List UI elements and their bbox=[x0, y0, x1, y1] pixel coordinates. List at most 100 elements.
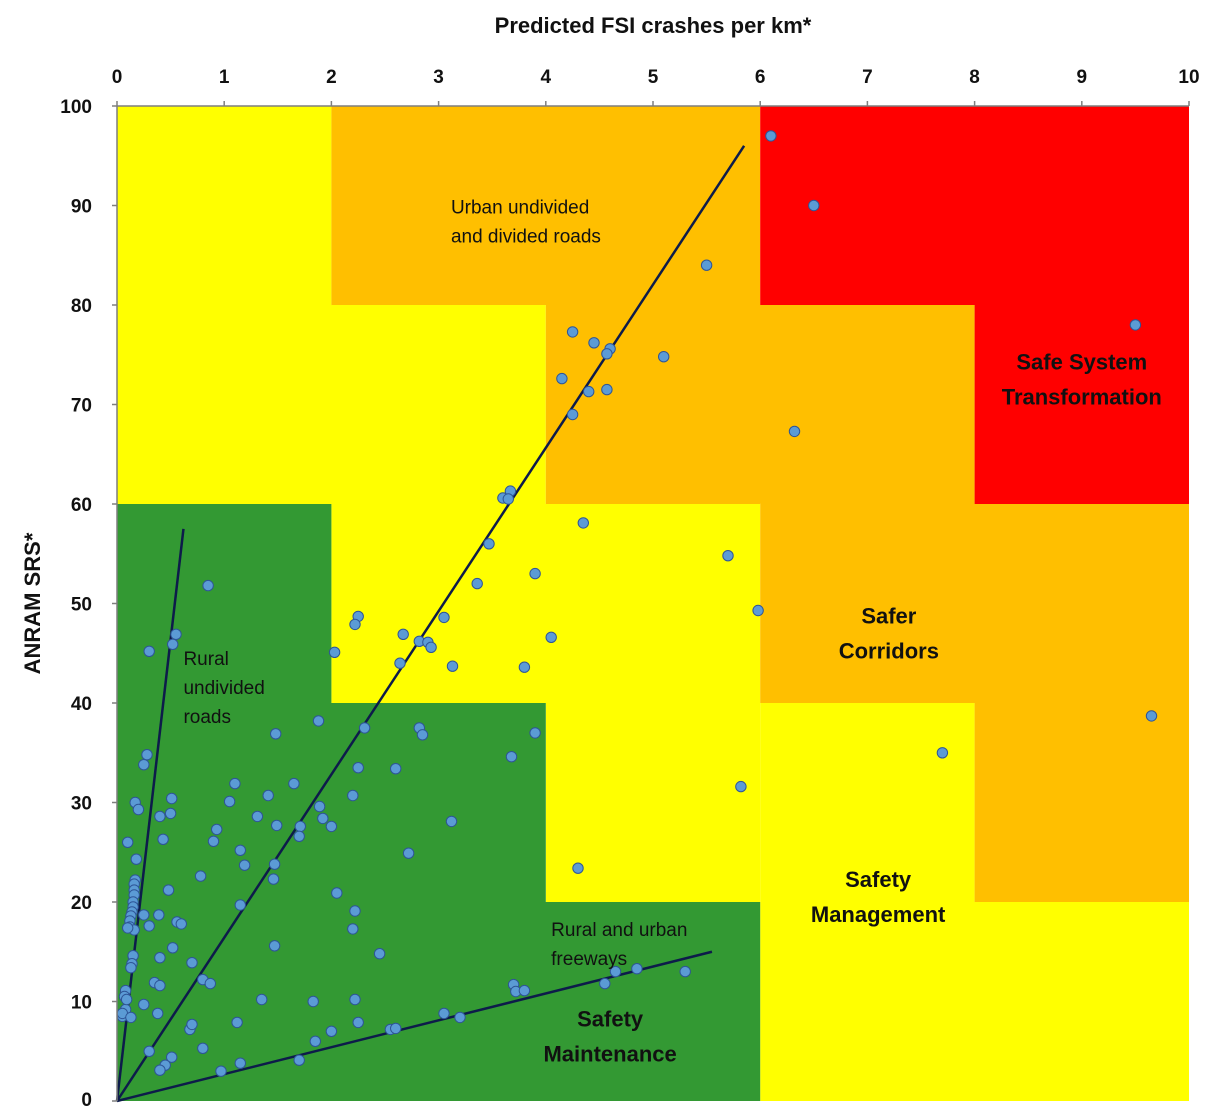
data-point bbox=[143, 920, 155, 932]
x-tick-label: 3 bbox=[433, 67, 444, 88]
data-point bbox=[167, 638, 179, 650]
data-point bbox=[373, 948, 386, 960]
data-point bbox=[765, 130, 777, 142]
data-point bbox=[153, 909, 165, 921]
x-tick-label: 8 bbox=[969, 67, 980, 88]
y-tick-label: 60 bbox=[71, 495, 92, 516]
data-point bbox=[143, 1045, 155, 1058]
data-point bbox=[234, 899, 247, 911]
data-point bbox=[231, 1016, 243, 1029]
y-tick-label: 100 bbox=[60, 97, 92, 118]
data-point bbox=[518, 984, 531, 997]
data-point bbox=[752, 604, 764, 617]
data-point bbox=[577, 517, 589, 529]
data-point bbox=[307, 995, 319, 1008]
data-point bbox=[162, 884, 175, 896]
zone-orange-3 bbox=[760, 504, 1189, 902]
y-tick-label: 80 bbox=[71, 296, 92, 317]
y-tick-label: 30 bbox=[71, 794, 92, 815]
data-point bbox=[349, 905, 361, 917]
data-point bbox=[566, 326, 579, 338]
data-point bbox=[390, 763, 402, 775]
data-point bbox=[138, 998, 150, 1011]
data-point bbox=[325, 1025, 338, 1038]
zone-label-safer-corridors: Safer Corridors bbox=[839, 603, 939, 663]
data-point bbox=[166, 1051, 178, 1063]
data-point bbox=[358, 722, 371, 734]
data-point bbox=[658, 351, 670, 363]
data-point bbox=[325, 820, 338, 833]
data-point bbox=[154, 952, 166, 964]
data-point bbox=[601, 383, 613, 396]
data-point bbox=[483, 538, 495, 550]
data-point bbox=[238, 859, 251, 871]
data-point bbox=[234, 844, 247, 856]
data-point bbox=[416, 729, 429, 741]
data-point bbox=[293, 1054, 305, 1066]
data-point bbox=[471, 577, 483, 590]
data-point bbox=[167, 942, 179, 954]
data-point bbox=[268, 940, 281, 952]
zone-yellow-0 bbox=[117, 106, 761, 902]
data-point bbox=[309, 1035, 321, 1048]
x-tick-label: 5 bbox=[648, 67, 659, 88]
data-point bbox=[154, 1064, 166, 1076]
zone-label-safety-management: Safety Management bbox=[811, 867, 946, 927]
data-point bbox=[229, 777, 241, 790]
data-point bbox=[122, 836, 134, 848]
data-point bbox=[267, 873, 280, 885]
x-tick-label: 1 bbox=[219, 67, 230, 88]
data-point bbox=[154, 810, 166, 823]
y-tick-label: 70 bbox=[71, 396, 92, 417]
x-axis-title: Predicted FSI crashes per km* bbox=[495, 13, 812, 38]
data-point bbox=[402, 847, 415, 859]
data-point bbox=[529, 567, 541, 580]
y-tick-label: 40 bbox=[71, 694, 92, 715]
y-tick-label: 50 bbox=[71, 595, 92, 616]
data-point bbox=[394, 657, 406, 669]
y-tick-label: 0 bbox=[81, 1090, 92, 1107]
data-point bbox=[572, 862, 584, 874]
data-point bbox=[251, 810, 264, 823]
data-point bbox=[518, 661, 531, 673]
x-tick-label: 4 bbox=[541, 67, 552, 88]
data-point bbox=[138, 759, 150, 771]
data-point bbox=[735, 780, 747, 793]
zone-label-safe-system-transformation: Safe System Transformation bbox=[1002, 350, 1162, 410]
trend-line-rural-and-urban-freeways bbox=[116, 950, 713, 1103]
data-point bbox=[138, 909, 150, 921]
data-point bbox=[397, 628, 409, 640]
data-point bbox=[438, 1007, 450, 1020]
data-point bbox=[601, 348, 613, 360]
data-point bbox=[122, 922, 134, 934]
zone-red-4 bbox=[760, 106, 1189, 504]
data-point bbox=[170, 628, 182, 640]
y-tick-label: 90 bbox=[71, 197, 92, 218]
data-point bbox=[194, 870, 207, 882]
data-point bbox=[317, 812, 329, 825]
data-point bbox=[197, 1042, 209, 1055]
data-point bbox=[223, 795, 236, 808]
data-point bbox=[120, 993, 133, 1006]
data-point bbox=[631, 963, 643, 975]
data-point bbox=[609, 965, 622, 978]
data-point bbox=[454, 1011, 466, 1024]
data-point bbox=[349, 618, 361, 631]
x-tick-label: 6 bbox=[755, 67, 766, 88]
data-point bbox=[502, 493, 514, 505]
data-point bbox=[294, 820, 306, 833]
data-point bbox=[132, 803, 145, 816]
data-point bbox=[202, 579, 214, 592]
data-point bbox=[130, 853, 143, 865]
data-point bbox=[164, 807, 177, 820]
trend-line-urban-undivided-and-divided-roads bbox=[115, 145, 746, 1102]
data-point bbox=[256, 993, 268, 1006]
data-point bbox=[268, 858, 281, 870]
data-point bbox=[936, 747, 949, 759]
data-point bbox=[234, 1057, 247, 1069]
data-point bbox=[1145, 710, 1158, 722]
data-point bbox=[505, 751, 518, 763]
data-point bbox=[352, 1016, 364, 1029]
data-point bbox=[347, 923, 359, 935]
